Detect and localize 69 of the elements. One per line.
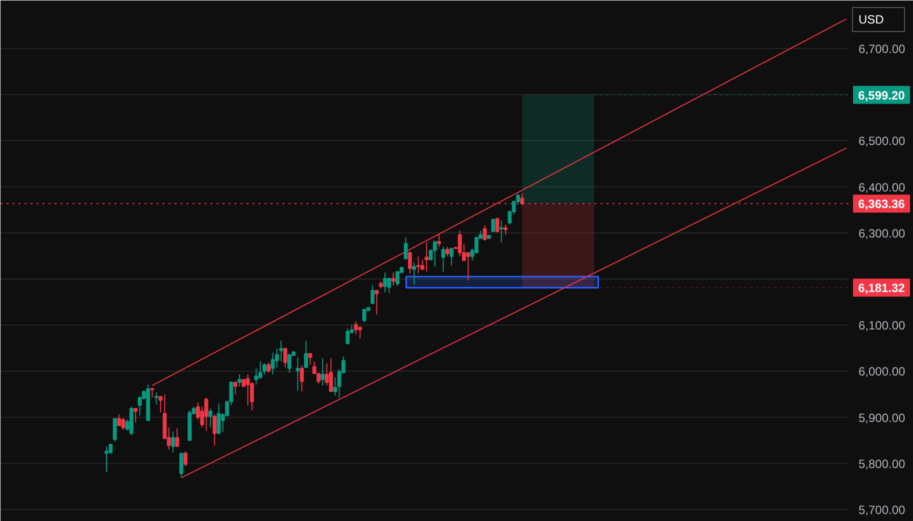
candlestick (112, 418, 117, 442)
candlestick (333, 376, 338, 396)
candlestick (179, 452, 184, 478)
candlestick (408, 250, 412, 274)
y-tick-label: 6,700.00 (858, 42, 906, 56)
candlestick (287, 354, 292, 374)
candlestick (391, 272, 396, 286)
candlestick (396, 271, 400, 287)
candlestick (121, 418, 126, 431)
candlestick (466, 252, 470, 281)
candlestick (283, 347, 288, 368)
candlestick (445, 246, 450, 257)
candlestick (491, 218, 496, 232)
y-tick-label: 6,100.00 (858, 318, 906, 333)
candlestick (362, 308, 366, 323)
candlestick (262, 362, 266, 375)
candlestick (254, 368, 258, 386)
y-tick-label: 5,700.00 (858, 503, 906, 518)
candlestick (117, 414, 121, 426)
candlestick (216, 402, 221, 434)
candlestick (266, 362, 271, 374)
candlestick (233, 382, 238, 395)
candlestick (308, 353, 312, 366)
candlestick (437, 232, 442, 248)
y-tick-label: 6,500.00 (858, 134, 906, 148)
candlestick (358, 326, 362, 339)
candlestick (499, 220, 504, 244)
candlestick (383, 272, 387, 293)
candlestick (329, 358, 333, 392)
candlestick (404, 236, 408, 260)
candlestick (458, 230, 462, 257)
candlestick (354, 320, 358, 335)
candlestick (184, 450, 188, 467)
y-tick-label: 6,400.00 (858, 180, 906, 194)
candlestick (304, 340, 308, 368)
y-tick-label: 6,000.00 (858, 364, 906, 379)
candlestick (441, 246, 446, 272)
y-tick-label: 5,800.00 (858, 456, 906, 471)
ref-line-label: 6,363.36 (858, 197, 906, 212)
candlestick (204, 396, 208, 432)
candlestick (238, 374, 242, 387)
candlestick (154, 392, 158, 405)
candlestick (495, 217, 500, 233)
text: USD (858, 12, 884, 26)
candlestick (300, 365, 304, 392)
candlestick (482, 225, 487, 242)
candlestick (171, 431, 175, 453)
candlestick (258, 361, 262, 380)
y-tick-label: 6,300.00 (858, 226, 906, 240)
candlestick (432, 241, 437, 268)
candlestick (175, 428, 180, 447)
band-label: 6,599.20 (858, 88, 906, 102)
candlestick (212, 414, 217, 446)
candlestick (416, 256, 420, 274)
candlestick (320, 358, 325, 386)
y-tick-label: 5,900.00 (858, 410, 906, 425)
candlestick (424, 242, 429, 272)
candlestick (370, 284, 374, 304)
candlestick (412, 262, 416, 286)
band-label: 6,181.32 (858, 281, 906, 296)
candlestick (104, 446, 108, 472)
candlestick (450, 247, 454, 266)
candlestick (134, 408, 138, 423)
candlestick (158, 396, 162, 413)
candlestick (504, 224, 508, 236)
candlestick (208, 408, 212, 428)
candlestick (346, 328, 350, 345)
candlestick (270, 352, 275, 375)
candlestick (374, 290, 379, 315)
